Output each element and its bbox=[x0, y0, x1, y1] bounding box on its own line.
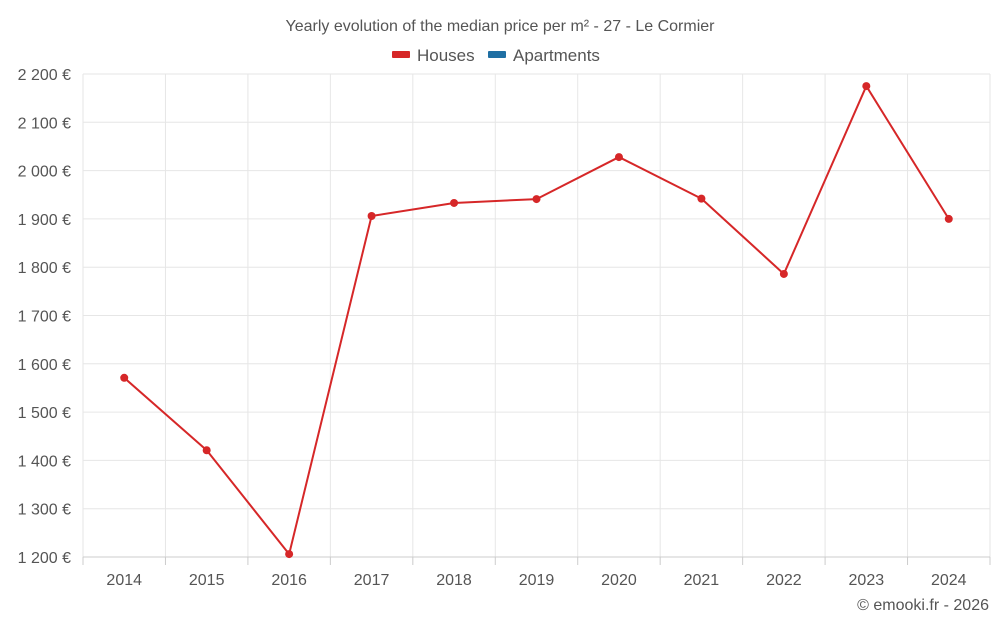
series-layer bbox=[120, 82, 953, 559]
y-tick-label: 1 800 € bbox=[18, 260, 71, 277]
x-tick-label: 2021 bbox=[684, 572, 720, 589]
x-tick-label: 2016 bbox=[271, 572, 307, 589]
y-tick-label: 2 100 € bbox=[18, 115, 71, 132]
legend-label: Houses bbox=[417, 46, 475, 65]
data-point[interactable] bbox=[862, 82, 871, 91]
x-tick-label: 2019 bbox=[519, 572, 555, 589]
data-point[interactable] bbox=[202, 446, 211, 455]
y-tick-label: 1 400 € bbox=[18, 453, 71, 470]
data-point[interactable] bbox=[450, 198, 459, 207]
x-tick-label: 2015 bbox=[189, 572, 225, 589]
x-tick-label: 2017 bbox=[354, 572, 390, 589]
y-tick-label: 1 200 € bbox=[18, 550, 71, 567]
axes: 1 200 € 1 300 € 1 400 € 1 500 € 1 600 € 1 700… bbox=[18, 67, 991, 589]
x-tick-label: 2024 bbox=[931, 572, 967, 589]
x-tick-label: 2022 bbox=[766, 572, 802, 589]
legend-swatch bbox=[488, 51, 506, 58]
y-tick-label: 2 000 € bbox=[18, 164, 71, 181]
y-tick-label: 2 200 € bbox=[18, 67, 71, 84]
credit-text: © emooki.fr - 2026 bbox=[857, 597, 989, 614]
legend-swatch bbox=[392, 51, 410, 58]
data-point[interactable] bbox=[697, 194, 706, 203]
x-tick-label: 2014 bbox=[106, 572, 142, 589]
data-point[interactable] bbox=[532, 195, 541, 204]
chart-title: Yearly evolution of the median price per… bbox=[286, 18, 716, 35]
data-point[interactable] bbox=[944, 214, 953, 223]
legend-item-houses[interactable]: Houses bbox=[392, 46, 475, 65]
x-tick-label: 2023 bbox=[849, 572, 885, 589]
data-point[interactable] bbox=[367, 212, 376, 221]
data-point[interactable] bbox=[779, 269, 788, 278]
data-point[interactable] bbox=[120, 373, 129, 382]
y-tick-label: 1 700 € bbox=[18, 309, 71, 326]
legend: Houses Apartments bbox=[392, 46, 600, 65]
data-point[interactable] bbox=[285, 550, 294, 559]
y-tick-label: 1 500 € bbox=[18, 405, 71, 422]
y-tick-label: 1 900 € bbox=[18, 212, 71, 229]
y-tick-label: 1 600 € bbox=[18, 357, 71, 374]
x-tick-label: 2020 bbox=[601, 572, 637, 589]
y-tick-label: 1 300 € bbox=[18, 502, 71, 519]
x-tick-label: 2018 bbox=[436, 572, 472, 589]
legend-label: Apartments bbox=[513, 46, 600, 65]
grid bbox=[82, 73, 991, 557]
data-point[interactable] bbox=[614, 153, 623, 162]
legend-item-apartments[interactable]: Apartments bbox=[488, 46, 600, 65]
